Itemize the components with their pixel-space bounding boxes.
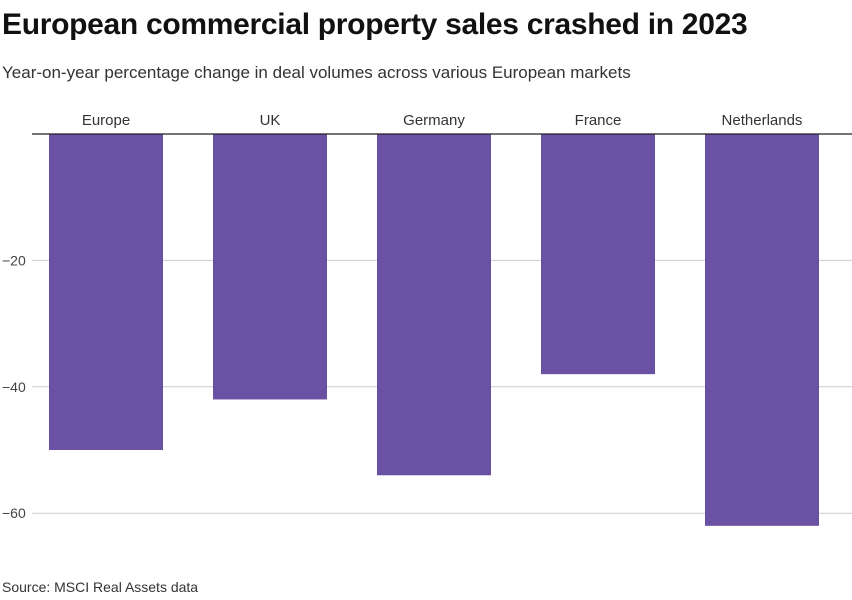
chart-subtitle: Year-on-year percentage change in deal v… — [2, 63, 631, 82]
category-label: Netherlands — [722, 112, 803, 129]
bar-netherlands — [705, 134, 819, 526]
y-tick-label: −20 — [2, 252, 26, 268]
category-label: UK — [260, 112, 281, 129]
bar-uk — [213, 134, 327, 400]
bar-germany — [377, 134, 491, 476]
category-label: Europe — [82, 112, 130, 129]
y-tick-label: −60 — [2, 505, 26, 521]
category-label: France — [575, 112, 622, 129]
category-label: Germany — [403, 112, 465, 129]
chart-title: European commercial property sales crash… — [2, 8, 748, 41]
y-tick-label: −40 — [2, 379, 26, 395]
source-note: Source: MSCI Real Assets data — [2, 579, 199, 595]
bar-chart: −20 −40 −60 Europe UK Germany France Netherland… — [2, 112, 852, 526]
bar-france — [541, 134, 655, 375]
bar-europe — [49, 134, 163, 450]
